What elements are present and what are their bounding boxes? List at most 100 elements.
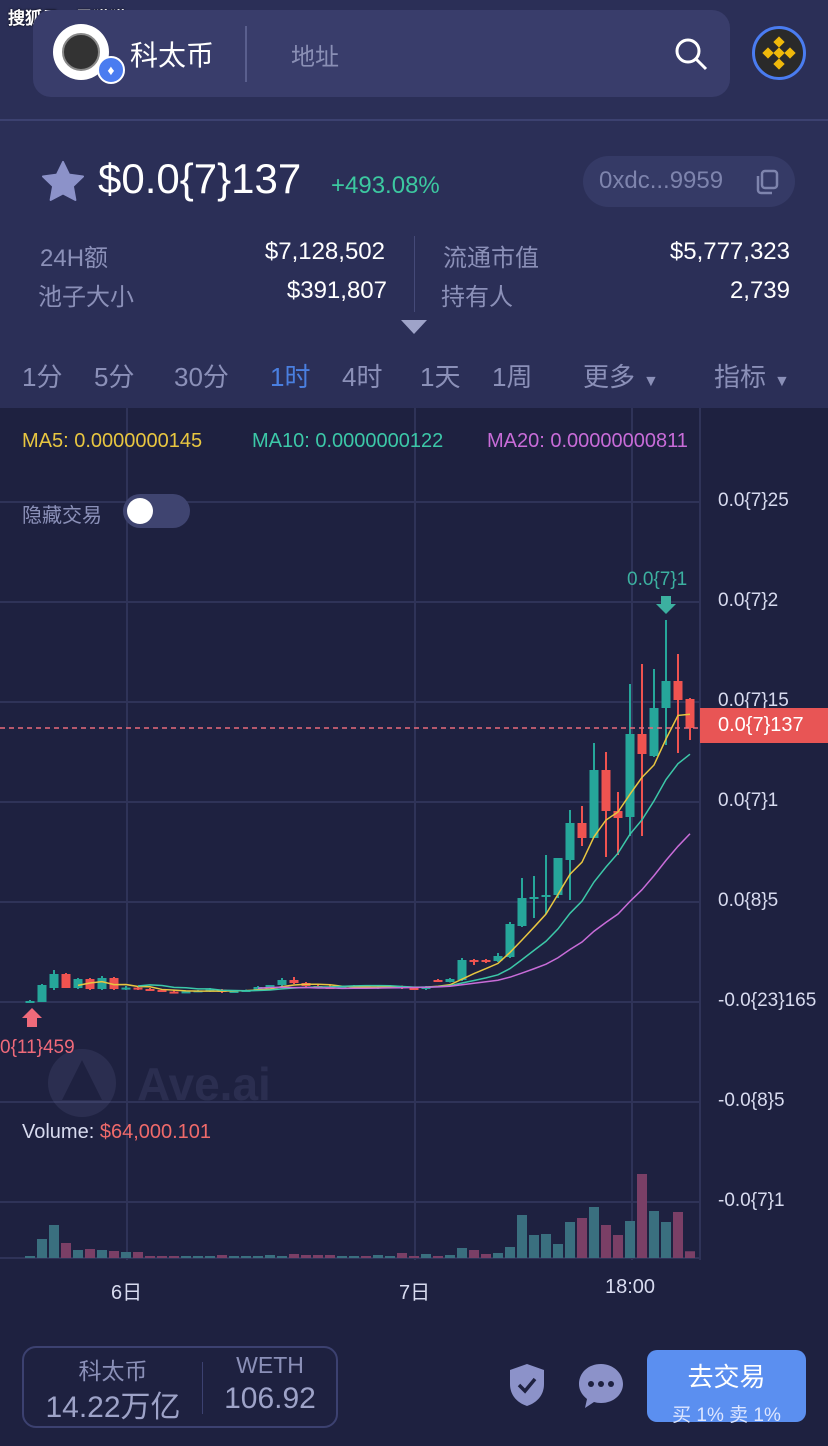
candle-body: [673, 681, 683, 700]
volume-bar: [289, 1254, 299, 1258]
high-arrow-icon: [656, 596, 676, 614]
y-axis-label: 0.0{7}15: [718, 690, 789, 711]
candle-body: [145, 989, 155, 991]
y-axis-label: 0.0{7}25: [718, 490, 789, 511]
ethereum-icon: ♦: [97, 56, 125, 84]
copy-icon[interactable]: [755, 169, 779, 195]
candle-body: [169, 991, 179, 994]
bnb-icon[interactable]: [752, 26, 806, 80]
expand-caret-icon[interactable]: [401, 320, 427, 334]
volume-bar: [493, 1253, 503, 1258]
volume-readout: Volume: $64,000.101: [22, 1121, 211, 1144]
tab-4h[interactable]: 4时: [342, 362, 383, 392]
candle-body: [649, 708, 659, 756]
volume-bar: [217, 1255, 227, 1258]
candle-body: [553, 858, 563, 895]
candle-body: [685, 699, 695, 728]
candle-body: [445, 979, 455, 982]
candle-body: [613, 811, 623, 818]
search-bar[interactable]: ♦ 科太币 地址: [33, 10, 730, 97]
trade-button[interactable]: 去交易 买 1% 卖 1%: [647, 1350, 806, 1426]
stat-value: $7,128,502: [264, 238, 385, 265]
volume-bar: [361, 1256, 371, 1258]
trade-label: 去交易: [687, 1362, 766, 1392]
candle-body: [409, 988, 419, 990]
volume-bar: [301, 1255, 311, 1258]
volume-bar: [541, 1234, 551, 1258]
volume-bar: [601, 1225, 611, 1258]
volume-bar: [457, 1248, 467, 1258]
volume-bar: [169, 1256, 179, 1258]
x-axis-label: 18:00: [605, 1276, 656, 1298]
token-price: $0.0{7}137: [98, 155, 302, 202]
divider: [0, 119, 828, 121]
volume-bar: [481, 1254, 491, 1258]
ave-logo: Ave.ai: [42, 1048, 302, 1123]
volume-bar: [73, 1250, 83, 1258]
shield-check-icon[interactable]: [507, 1362, 547, 1408]
y-axis-label: 0.0{7}1: [718, 790, 779, 811]
candle-body: [97, 978, 107, 989]
base-label: WETH: [236, 1352, 304, 1378]
toggle-knob: [127, 498, 153, 524]
chevron-down-icon: ▼: [774, 373, 790, 390]
candlestick-chart[interactable]: [0, 408, 828, 1260]
volume-bar: [277, 1256, 287, 1258]
contract-address-button[interactable]: 0xdc...9959: [583, 156, 795, 207]
address-search-input[interactable]: 地址: [291, 44, 339, 71]
volume-bar: [193, 1256, 203, 1258]
tab-1d[interactable]: 1天: [420, 362, 461, 392]
tab-30m[interactable]: 30分: [174, 362, 229, 392]
stat-label: 持有人: [441, 284, 513, 311]
tab-5m[interactable]: 5分: [94, 362, 135, 392]
volume-bar: [577, 1218, 587, 1258]
more-dropdown[interactable]: 更多 ▼: [583, 357, 659, 394]
base-amount: 106.92: [224, 1382, 316, 1415]
stat-value: 2,739: [729, 277, 790, 304]
hide-trades-toggle[interactable]: [123, 494, 190, 528]
divider: [245, 26, 247, 82]
candle-body: [109, 978, 119, 989]
volume-bar: [397, 1253, 407, 1258]
candle-body: [625, 734, 635, 817]
candle-body: [541, 895, 551, 897]
volume-bar: [649, 1211, 659, 1258]
y-axis-label: 0.0{8}5: [718, 890, 779, 911]
volume-bar: [445, 1255, 455, 1258]
ma20-line: [257, 833, 691, 990]
candle-body: [49, 974, 59, 988]
volume-bar: [25, 1256, 35, 1258]
volume-bar: [313, 1255, 323, 1258]
volume-bar: [433, 1256, 443, 1258]
pair-reserves: 科太币 14.22万亿 WETH 106.92: [22, 1346, 338, 1428]
stat-label: 24H额: [40, 245, 109, 272]
tab-1m[interactable]: 1分: [22, 362, 63, 392]
favorite-star-icon[interactable]: [40, 160, 86, 204]
ma20-value: MA20: 0.00000000811: [487, 430, 688, 452]
candle-body: [577, 823, 587, 838]
candle-body: [133, 987, 143, 990]
volume-value: $64,000.101: [99, 1121, 212, 1143]
token-amount: 14.22万亿: [45, 1391, 181, 1424]
candle-body: [481, 960, 491, 962]
hide-trades-label: 隐藏交易: [22, 505, 102, 527]
x-axis-label: 6日: [111, 1282, 143, 1304]
x-axis-label: 7日: [399, 1282, 431, 1304]
volume-bar: [625, 1221, 635, 1258]
candle-body: [265, 985, 275, 987]
y-axis-label: -0.0{23}165: [718, 990, 817, 1011]
chat-icon[interactable]: [577, 1362, 625, 1410]
volume-bar: [121, 1252, 131, 1258]
candle-body: [493, 956, 503, 961]
tab-1h[interactable]: 1时: [270, 362, 311, 392]
price-change: +493.08%: [331, 172, 440, 199]
volume-bar: [241, 1256, 251, 1258]
search-icon[interactable]: [673, 36, 709, 72]
tab-1w[interactable]: 1周: [492, 362, 533, 392]
indicators-dropdown[interactable]: 指标 ▼: [714, 357, 790, 394]
token-name: 科太币: [130, 40, 215, 71]
candle-body: [469, 960, 479, 962]
candle-body: [157, 990, 167, 992]
volume-bar: [85, 1249, 95, 1258]
volume-bar: [469, 1250, 479, 1258]
